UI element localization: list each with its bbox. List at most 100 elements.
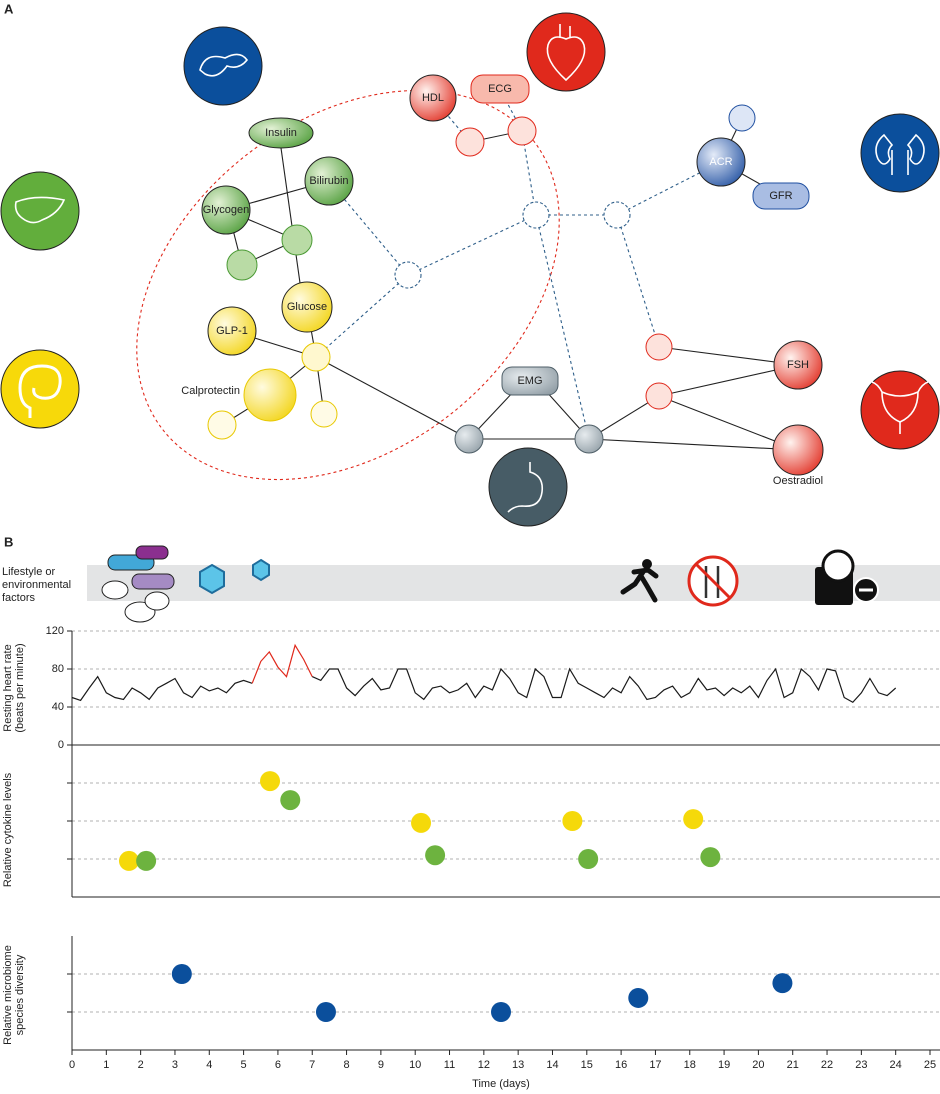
point <box>700 847 721 868</box>
node-label: FSH <box>787 359 809 371</box>
x-tick-label: 13 <box>512 1059 524 1071</box>
line <box>71 667 897 704</box>
point <box>315 1002 336 1022</box>
x-tick-label: 2 <box>138 1059 144 1071</box>
x-tick-label: 24 <box>890 1059 902 1071</box>
lifestyle-icons <box>101 545 879 623</box>
node <box>772 424 824 476</box>
x-tick-label: 3 <box>172 1059 178 1071</box>
x-tick-label: 18 <box>684 1059 696 1071</box>
node <box>752 182 810 210</box>
node <box>454 424 484 454</box>
point <box>683 809 704 830</box>
y-tick-label: 0 <box>58 739 64 751</box>
point <box>171 964 192 984</box>
x-tick-label: 1 <box>103 1059 109 1071</box>
node <box>507 116 537 146</box>
x-tick-label: 22 <box>821 1059 833 1071</box>
pill-icon <box>135 545 169 560</box>
node <box>501 366 559 396</box>
liver-icon <box>0 171 80 251</box>
node <box>226 249 258 281</box>
node-label: Glucose <box>287 301 327 313</box>
point <box>772 973 793 994</box>
x-axis-label: Time (days) <box>472 1078 530 1090</box>
y-tick-label: 80 <box>52 663 64 675</box>
intestine-icon <box>0 349 80 429</box>
x-tick-label: 19 <box>718 1059 730 1071</box>
node-label: Bilirubin <box>309 175 348 187</box>
node-label: EMG <box>517 375 542 387</box>
x-tick-label: 6 <box>275 1059 281 1071</box>
point <box>136 850 157 871</box>
x-tick-label: 0 <box>69 1059 75 1071</box>
node <box>645 382 673 410</box>
node <box>455 127 485 157</box>
pancreas-icon <box>183 26 263 106</box>
x-tick-label: 4 <box>206 1059 212 1071</box>
x-tick-label: 16 <box>615 1059 627 1071</box>
node-label: Oestradiol <box>773 475 823 487</box>
virus-icon <box>199 563 225 595</box>
node-label: HDL <box>422 92 444 104</box>
virus-icon <box>252 558 270 582</box>
node <box>470 74 530 104</box>
x-tick-label: 20 <box>752 1059 764 1071</box>
x-tick-label: 23 <box>855 1059 867 1071</box>
organ-icons <box>0 12 940 527</box>
point <box>578 849 599 869</box>
x-tick-label: 14 <box>546 1059 558 1071</box>
x-tick-label: 10 <box>409 1059 421 1071</box>
panel-label: B <box>4 534 13 549</box>
y-tick-label: 40 <box>52 701 64 713</box>
node <box>310 400 338 428</box>
x-tick-label: 15 <box>581 1059 593 1071</box>
node <box>207 306 257 356</box>
x-tick-label: 7 <box>309 1059 315 1071</box>
point <box>425 845 446 866</box>
x-tick-label: 8 <box>343 1059 349 1071</box>
point <box>491 1002 511 1022</box>
point <box>280 790 301 811</box>
node-label: Glycogen <box>203 204 249 216</box>
lifestyle-label: Lifestyle or <box>2 566 56 578</box>
x-tick-label: 11 <box>444 1059 455 1071</box>
node <box>728 104 756 132</box>
node <box>603 201 631 229</box>
point <box>411 812 432 833</box>
node <box>304 156 354 206</box>
node-label: GFR <box>769 190 792 202</box>
pill-icon <box>131 573 175 590</box>
y-axis-label: species diversity <box>14 954 26 1035</box>
node <box>201 185 251 235</box>
node <box>773 340 823 390</box>
node-label: ECG <box>488 83 512 95</box>
runner-icon <box>642 559 652 569</box>
node-label: Calprotectin <box>181 385 240 397</box>
node-label: GLP-1 <box>216 325 248 337</box>
lifestyle-label: factors <box>2 592 36 604</box>
heart-icon <box>526 12 606 92</box>
node <box>281 224 313 256</box>
node <box>281 281 333 333</box>
lifestyle-label: environmental <box>2 579 71 591</box>
stomach-icon <box>488 447 568 527</box>
node-label: ACR <box>709 156 732 168</box>
y-axis-label: Relative cytokine levels <box>2 772 14 887</box>
y-tick-label: 120 <box>46 625 64 637</box>
node-label: Insulin <box>265 127 297 139</box>
y-axis-label: Resting heart rate <box>2 644 14 731</box>
node <box>522 201 550 229</box>
x-tick-label: 12 <box>478 1059 490 1071</box>
node <box>409 74 457 122</box>
cluster-outline <box>136 89 560 481</box>
x-tick-label: 9 <box>378 1059 384 1071</box>
node <box>696 137 746 187</box>
line <box>251 643 313 684</box>
point <box>628 987 649 1008</box>
point <box>562 811 583 831</box>
node <box>207 410 237 440</box>
node <box>574 424 604 454</box>
node <box>243 368 297 422</box>
